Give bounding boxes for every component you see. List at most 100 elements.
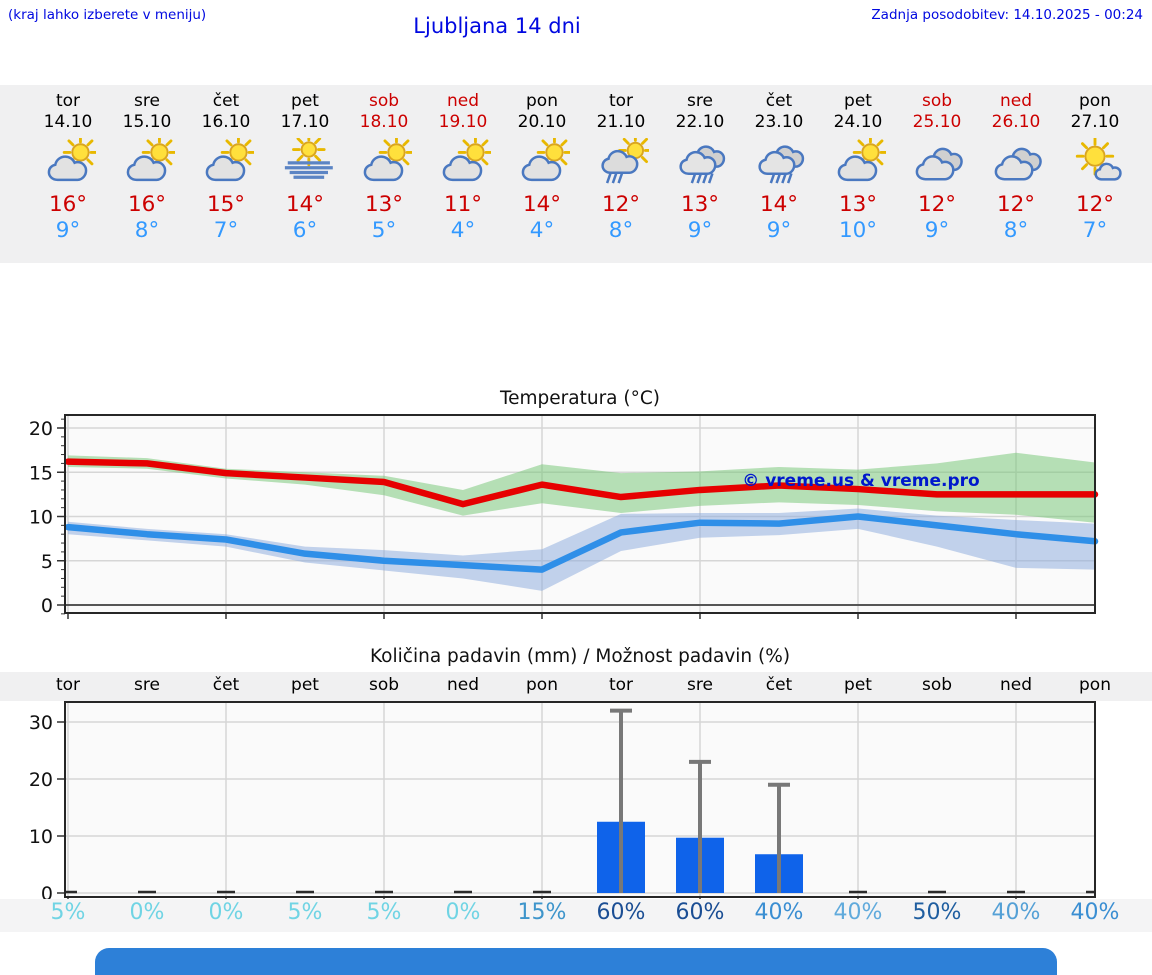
sun-cloud-icon: [819, 134, 898, 184]
precip-probability-row: 5% 0% 0% 5% 5% 0% 15% 60% 60% 40% 40% 50% 40% 40%: [0, 899, 1152, 932]
last-update-text: Zadnja posodobitev: 14.10.2025 - 00:24: [871, 7, 1143, 23]
precip-day-label: čet: [212, 675, 240, 695]
day-min-temp: 8°: [1003, 218, 1029, 243]
forecast-day-column[interactable]: ned 19.10 11° 4°: [424, 85, 503, 263]
day-date: 18.10: [359, 112, 409, 132]
day-min-temp: 9°: [55, 218, 81, 243]
forecast-day-column[interactable]: pon 27.10 12° 7°: [1056, 85, 1135, 263]
precip-day-label: pet: [844, 675, 872, 695]
page-title: Ljubljana 14 dni: [413, 14, 581, 38]
day-date: 20.10: [517, 112, 567, 132]
day-min-temp: 4°: [450, 218, 476, 243]
day-name: sre: [134, 91, 160, 111]
svg-text:15: 15: [29, 462, 53, 484]
day-name: tor: [608, 91, 634, 111]
day-date: 21.10: [596, 112, 646, 132]
precip-day-label: tor: [55, 675, 81, 695]
day-date: 22.10: [675, 112, 725, 132]
clouds-icon: [977, 138, 1056, 184]
forecast-day-column[interactable]: čet 23.10 14° 9°: [740, 85, 819, 263]
clouds-icon: [898, 138, 977, 184]
day-name: pet: [291, 91, 319, 111]
day-min-temp: 9°: [924, 218, 950, 243]
svg-text:20: 20: [29, 769, 53, 791]
menu-hint-text: (kraj lahko izberete v meniju): [8, 7, 207, 23]
day-min-temp: 10°: [838, 218, 878, 243]
precip-probability-value: 60%: [596, 900, 646, 925]
precip-day-label: pon: [526, 675, 558, 695]
forecast-day-column[interactable]: sob 18.10 13° 5°: [345, 85, 424, 263]
forecast-strip: tor 14.10 16° 9° sre 15.10 16° 8° čet 16.10 15° 7° p…: [0, 85, 1152, 263]
day-max-temp: 13°: [364, 192, 404, 217]
precip-probability-value: 40%: [991, 900, 1041, 925]
svg-text:20: 20: [29, 418, 53, 440]
day-name: sre: [687, 91, 713, 111]
day-date: 24.10: [833, 112, 883, 132]
day-date: 19.10: [438, 112, 488, 132]
day-name: pon: [1079, 91, 1111, 111]
precip-probability-value: 15%: [517, 900, 567, 925]
precip-probability-value: 0%: [208, 900, 244, 925]
precip-day-label: čet: [765, 675, 793, 695]
precip-probability-value: 0%: [129, 900, 165, 925]
day-name: ned: [446, 91, 480, 111]
forecast-day-column[interactable]: sre 22.10 13° 9°: [661, 85, 740, 263]
precip-day-label: sre: [134, 675, 160, 695]
day-max-temp: 13°: [838, 192, 878, 217]
watermark-text: © vreme.us & vreme.pro: [742, 471, 980, 491]
day-date: 17.10: [280, 112, 330, 132]
day-min-temp: 9°: [766, 218, 792, 243]
forecast-day-column[interactable]: čet 16.10 15° 7°: [187, 85, 266, 263]
day-max-temp: 13°: [680, 192, 720, 217]
day-min-temp: 8°: [608, 218, 634, 243]
precip-probability-value: 0%: [445, 900, 481, 925]
day-max-temp: 16°: [127, 192, 167, 217]
clouds-rain-icon: [661, 138, 740, 184]
day-date: 14.10: [43, 112, 93, 132]
precip-probability-value: 5%: [366, 900, 402, 925]
svg-text:10: 10: [29, 507, 53, 529]
day-max-temp: 14°: [285, 192, 325, 217]
day-name: pet: [844, 91, 872, 111]
forecast-day-column[interactable]: pet 17.10 14° 6°: [266, 85, 345, 263]
day-name: tor: [55, 91, 81, 111]
precip-probability-value: 5%: [287, 900, 323, 925]
precip-probability-value: 60%: [675, 900, 725, 925]
day-name: sob: [368, 91, 400, 111]
day-name: pon: [526, 91, 558, 111]
day-name: sob: [921, 91, 953, 111]
forecast-day-column[interactable]: ned 26.10 12° 8°: [977, 85, 1056, 263]
precip-day-label: sob: [368, 675, 400, 695]
day-max-temp: 12°: [601, 192, 641, 217]
precip-probability-value: 40%: [833, 900, 883, 925]
sun-cloud-icon: [29, 134, 108, 184]
sun-small-cloud-icon: [1056, 137, 1135, 184]
day-max-temp: 16°: [48, 192, 88, 217]
svg-text:0: 0: [41, 883, 53, 901]
precip-probability-value: 50%: [912, 900, 962, 925]
forecast-day-column[interactable]: sob 25.10 12° 9°: [898, 85, 977, 263]
sun-cloud-rain-icon: [582, 133, 661, 184]
day-name: ned: [999, 91, 1033, 111]
day-max-temp: 11°: [443, 192, 483, 217]
day-min-temp: 8°: [134, 218, 160, 243]
svg-text:10: 10: [29, 826, 53, 848]
sun-cloud-icon: [345, 134, 424, 184]
day-max-temp: 14°: [522, 192, 562, 217]
sun-cloud-icon: [424, 134, 503, 184]
forecast-day-column[interactable]: pon 20.10 14° 4°: [503, 85, 582, 263]
day-min-temp: 7°: [213, 218, 239, 243]
forecast-day-column[interactable]: sre 15.10 16° 8°: [108, 85, 187, 263]
forecast-day-column[interactable]: tor 21.10 12° 8°: [582, 85, 661, 263]
forecast-day-column[interactable]: tor 14.10 16° 9°: [29, 85, 108, 263]
day-max-temp: 14°: [759, 192, 799, 217]
day-name: čet: [212, 91, 240, 111]
day-max-temp: 12°: [1075, 192, 1115, 217]
svg-text:30: 30: [29, 712, 53, 734]
bottom-banner[interactable]: [95, 948, 1057, 975]
sun-cloud-icon: [187, 134, 266, 184]
forecast-day-column[interactable]: pet 24.10 13° 10°: [819, 85, 898, 263]
day-date: 23.10: [754, 112, 804, 132]
day-max-temp: 12°: [996, 192, 1036, 217]
